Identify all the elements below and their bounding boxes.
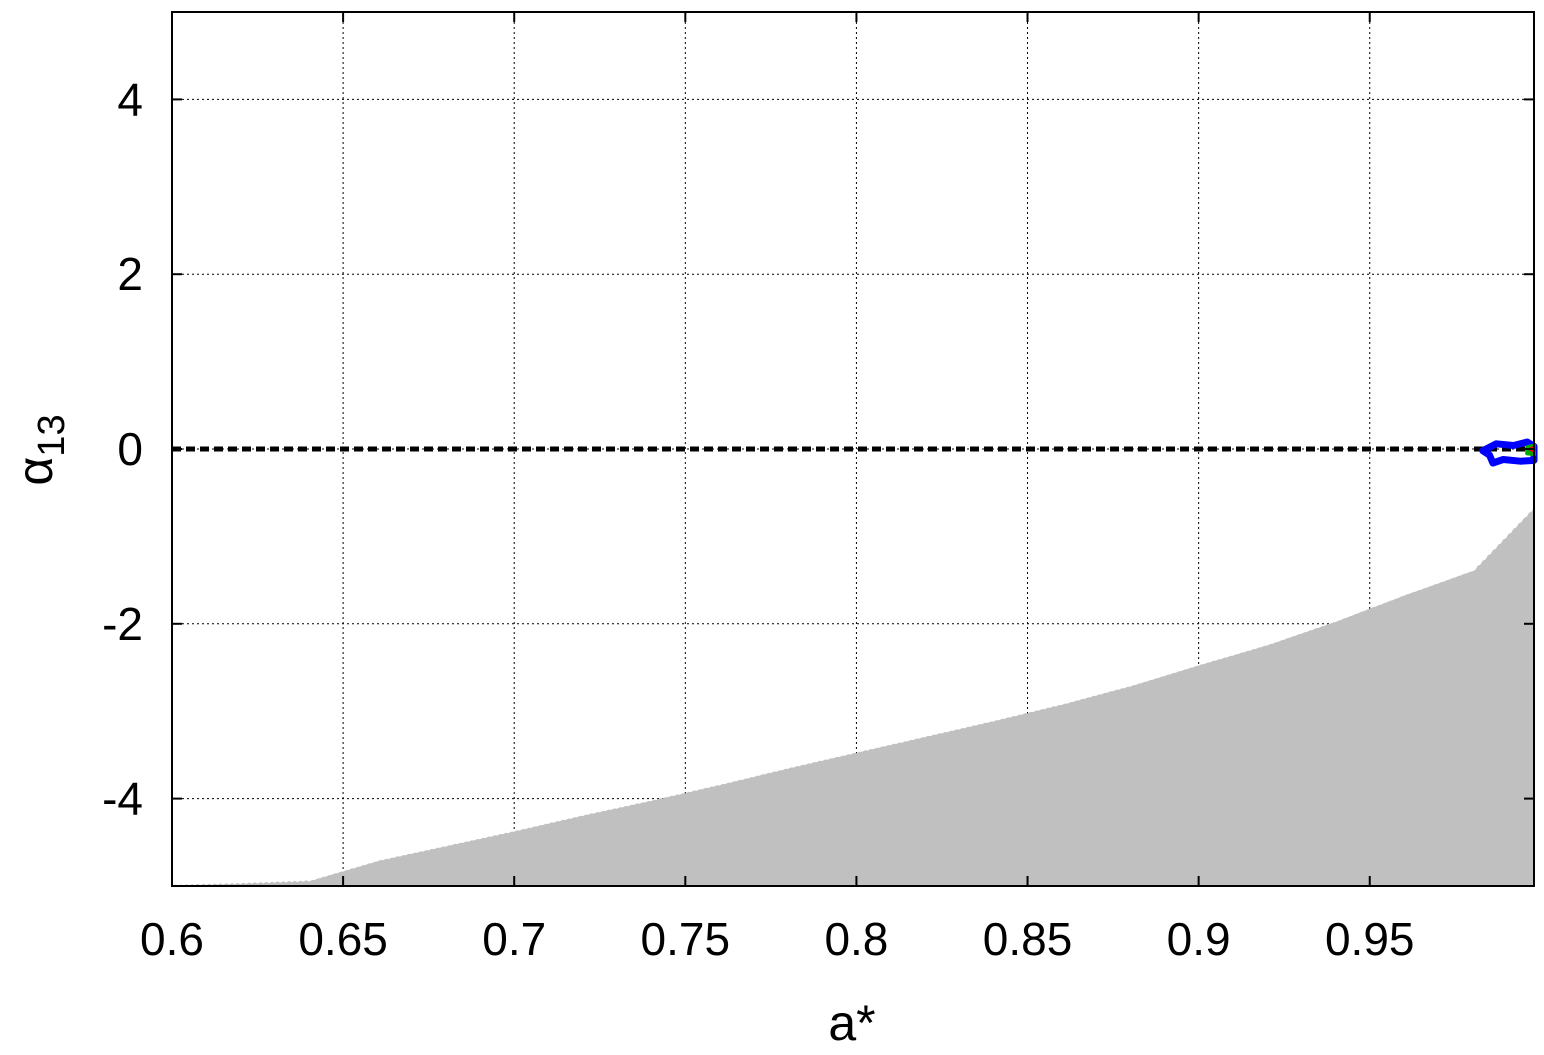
x-tick-label: 0.9 [1167,913,1231,965]
y-tick-label: 0 [117,423,143,475]
x-tick-label: 0.7 [482,913,546,965]
y-axis-label: α13 [7,414,73,485]
x-tick-label: 0.95 [1325,913,1415,965]
y-ticks: -4 -2 0 2 4 [102,73,1534,825]
x-axis-label: a* [828,995,875,1051]
x-ticks: 0.6 0.65 0.7 0.75 0.8 0.85 0.9 0.95 [140,12,1415,965]
y-tick-label: 2 [117,248,143,300]
x-tick-label: 0.8 [824,913,888,965]
x-tick-label: 0.6 [140,913,204,965]
excluded-region-area [172,507,1534,886]
x-tick-label: 0.75 [641,913,731,965]
x-tick-label: 0.65 [298,913,388,965]
y-tick-label: -4 [102,773,143,825]
x-tick-label: 0.85 [983,913,1073,965]
contours [1479,438,1538,467]
y-tick-label: -2 [102,598,143,650]
y-tick-label: 4 [117,73,143,125]
